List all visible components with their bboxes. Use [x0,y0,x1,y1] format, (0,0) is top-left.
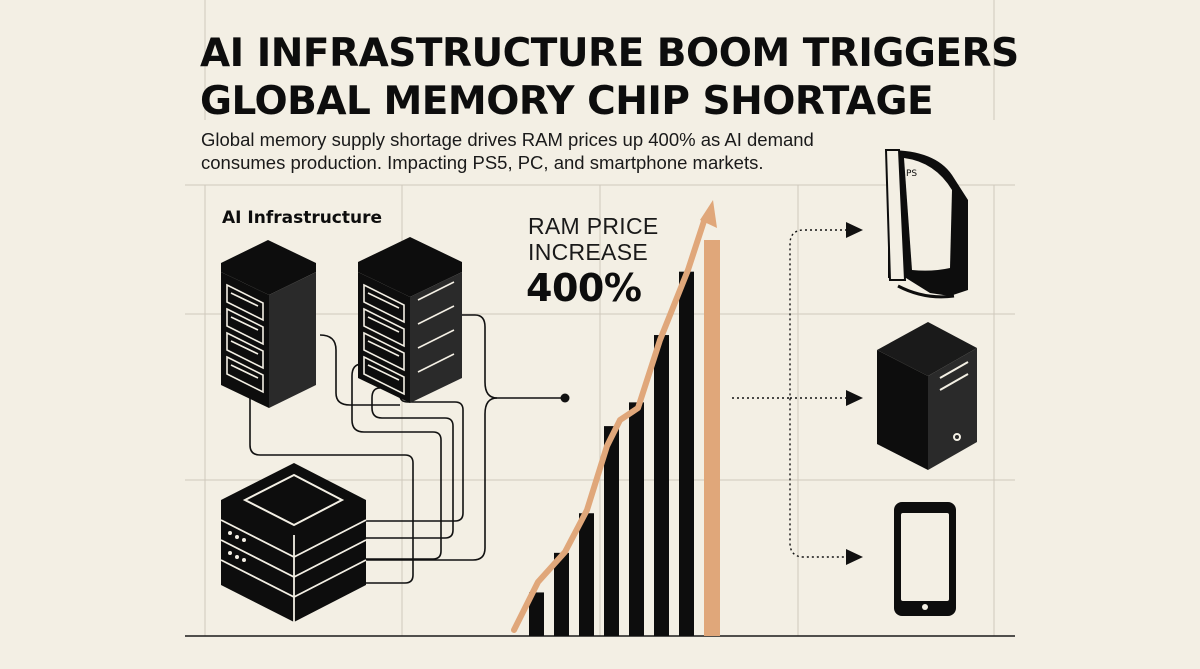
subtitle-line-1: Global memory supply shortage drives RAM… [201,129,814,150]
title-line-1: AI INFRASTRUCTURE BOOM TRIGGERS [200,31,1019,76]
price-bar [579,513,594,636]
price-bar [654,335,669,636]
server-rack-icon [358,237,462,403]
svg-text:PS: PS [906,169,917,179]
subtitle: Global memory supply shortage drives RAM… [201,128,841,174]
storage-server-icon [220,463,367,622]
arrow-to-phone-icon [846,549,863,565]
ai-infrastructure-label: AI Infrastructure [222,208,383,228]
price-label-line-2: INCREASE [528,239,648,265]
price-bar [679,271,694,636]
distribution-arrows [732,229,847,558]
arrow-to-pc-icon [846,390,863,406]
arrow-to-console-icon [846,222,863,238]
price-bar [529,592,544,636]
price-bars [529,240,720,636]
desktop-tower-icon [877,322,977,470]
price-label-line-1: RAM PRICE [528,213,659,239]
junction-dot [560,393,570,403]
background-grid [185,0,1015,637]
price-bar [604,426,619,636]
trend-arrowhead-icon [700,200,717,228]
smartphone-icon [894,502,956,616]
price-bar [629,402,644,636]
title-line-2: GLOBAL MEMORY CHIP SHORTAGE [200,79,934,124]
server-rack-icon [221,240,316,408]
subtitle-line-2: consumes production. Impacting PS5, PC, … [201,152,764,173]
price-bar-highlight [704,240,720,636]
price-increase-value: 400% [526,266,642,310]
price-bar [554,552,569,636]
price-trend-line [511,215,708,633]
game-console-icon: PS [884,149,968,299]
page-title: AI INFRASTRUCTURE BOOM TRIGGERS GLOBAL M… [200,30,1080,126]
ram-price-label: RAM PRICE INCREASE [528,213,659,265]
connection-wires [249,314,565,584]
